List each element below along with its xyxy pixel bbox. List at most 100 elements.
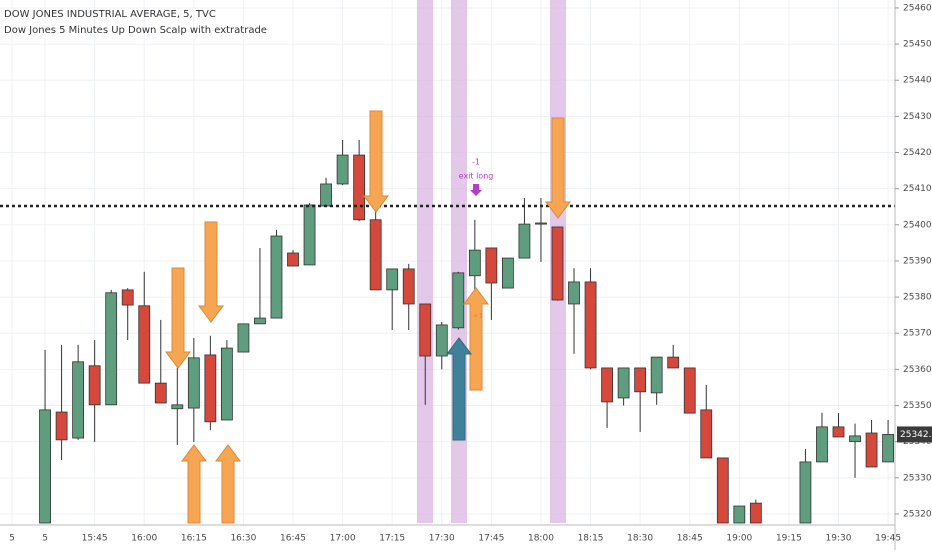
y-tick-label: 25350 (903, 401, 932, 411)
sell-arrow (198, 221, 224, 323)
candle-body (667, 356, 680, 369)
candle-body (402, 268, 415, 305)
candle-body (617, 367, 630, 399)
x-tick-label: 5 (42, 534, 48, 544)
x-tick-label: 18:00 (528, 534, 554, 544)
band (417, 0, 433, 523)
sell-arrow (363, 110, 389, 213)
y-tick-label: 25380 (903, 293, 932, 303)
candle-body (303, 204, 316, 266)
candle-body (452, 272, 465, 329)
candle-body (72, 361, 85, 439)
candle-body (220, 347, 233, 421)
candle-body (799, 461, 812, 524)
sell-arrow (165, 267, 191, 369)
x-tick-label: 5 (9, 534, 15, 544)
candle-body (237, 323, 250, 353)
candle-body (501, 257, 514, 289)
y-tick-label: 25410 (903, 184, 932, 194)
y-tick-label: 25420 (903, 148, 932, 158)
candle-body (716, 457, 729, 524)
x-tick-label: 18:15 (578, 534, 604, 544)
x-tick-label: 18:45 (677, 534, 703, 544)
x-tick-label: 19:45 (875, 534, 901, 544)
candle-body (551, 226, 564, 301)
x-tick-label: 17:30 (429, 534, 455, 544)
candle-body (816, 426, 828, 463)
candle-body (154, 382, 167, 404)
candle-body (865, 432, 878, 468)
candle-body (485, 247, 498, 284)
y-tick-label: 25360 (903, 365, 932, 375)
candle-body (287, 252, 299, 267)
candle-body (601, 367, 613, 403)
y-tick-label: 25390 (903, 256, 932, 266)
entry-arrow (446, 337, 472, 441)
buy-arrow (181, 444, 207, 524)
candle-body (634, 367, 647, 393)
band (451, 0, 467, 523)
x-tick-label: 16:00 (131, 534, 157, 544)
y-tick-label: 25320 (903, 509, 932, 519)
candle-body (882, 434, 894, 463)
candle-body (419, 303, 432, 357)
candle-body (270, 235, 283, 319)
axes: 2532025330253402535025360253702538025390… (9, 3, 932, 544)
candle-body (171, 404, 184, 410)
chart-title: DOW JONES INDUSTRIAL AVERAGE, 5, TVC (4, 9, 216, 20)
annotation: exit long (459, 172, 494, 181)
candle-body (138, 305, 151, 384)
candle-body (700, 409, 713, 459)
candle-body (336, 154, 349, 185)
buy-arrow (215, 444, 241, 524)
candle-body (369, 219, 382, 291)
candle-body (386, 268, 399, 291)
candle-body (568, 281, 580, 305)
candle-body (535, 222, 547, 225)
exit-marker (470, 184, 482, 196)
annotation: -1 (472, 158, 480, 167)
x-tick-label: 17:45 (478, 534, 504, 544)
annotation: +1 (473, 312, 483, 320)
x-tick-label: 17:00 (330, 534, 356, 544)
candle-body (204, 354, 217, 423)
candle-body (749, 502, 762, 524)
y-tick-label: 25460 (903, 3, 932, 13)
y-tick-label: 25430 (903, 112, 932, 122)
y-tick-label: 25400 (903, 220, 932, 230)
x-tick-label: 19:00 (726, 534, 752, 544)
chart-subtitle: Dow Jones 5 Minutes Up Down Scalp with e… (4, 25, 267, 36)
y-tick-label: 25440 (903, 76, 932, 86)
last-price-box (897, 426, 932, 443)
last-price-label: 25342.0 (900, 430, 932, 440)
candle-body (832, 426, 845, 438)
x-tick-label: 16:15 (181, 534, 207, 544)
x-tick-label: 15:45 (82, 534, 108, 544)
sell-arrow (545, 117, 571, 219)
candle-body (39, 409, 51, 524)
candle-body (254, 317, 266, 325)
candle-body (518, 223, 531, 259)
candle-body (435, 324, 448, 357)
x-tick-label: 16:45 (280, 534, 306, 544)
y-tick-label: 25450 (903, 40, 932, 50)
y-tick-label: 25370 (903, 329, 932, 339)
x-tick-label: 17:15 (379, 534, 405, 544)
x-tick-label: 18:30 (627, 534, 653, 544)
candle-body (584, 281, 597, 369)
candle-body (88, 365, 101, 406)
x-tick-label: 19:30 (826, 534, 852, 544)
candle-body (849, 435, 861, 443)
candle-body (468, 249, 481, 277)
candle-body (733, 505, 746, 524)
candle-body (55, 411, 68, 441)
candle-body (187, 357, 200, 409)
candle-body (353, 154, 366, 221)
buy-arrow (463, 287, 489, 391)
x-tick-label: 16:30 (230, 534, 256, 544)
candle-body (105, 292, 118, 406)
candle-body (683, 367, 696, 414)
candle-body (650, 356, 663, 394)
signal-arrows (165, 110, 571, 524)
